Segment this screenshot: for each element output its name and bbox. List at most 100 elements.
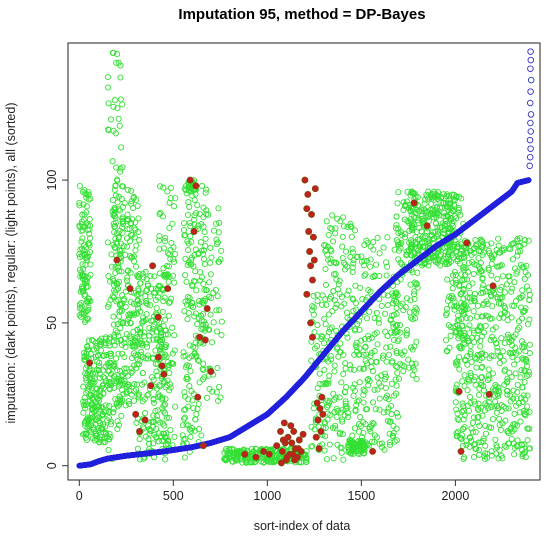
regular-point <box>434 259 441 267</box>
regular-point <box>152 360 159 367</box>
regular-point <box>352 282 359 289</box>
regular-point <box>182 364 189 371</box>
regular-point <box>444 348 451 355</box>
regular-point <box>461 372 468 379</box>
regular-point <box>321 315 328 322</box>
regular-point <box>514 252 521 259</box>
regular-point <box>154 372 161 379</box>
regular-point <box>221 449 228 456</box>
regular-point <box>328 247 335 255</box>
regular-point <box>145 391 152 398</box>
regular-point <box>95 402 102 409</box>
regular-point <box>407 297 414 304</box>
regular-point <box>421 244 429 251</box>
regular-point <box>84 299 91 306</box>
regular-point <box>489 326 496 333</box>
regular-point <box>455 354 463 361</box>
regular-point <box>479 412 486 419</box>
regular-point <box>136 357 143 365</box>
regular-point <box>461 301 468 308</box>
regular-point <box>157 329 165 336</box>
regular-point <box>514 389 521 396</box>
regular-point <box>109 158 116 165</box>
regular-point <box>484 450 491 457</box>
regular-point <box>179 432 186 439</box>
regular-point <box>112 130 119 137</box>
regular-point <box>329 212 336 219</box>
regular-point <box>478 379 485 387</box>
regular-point <box>153 433 160 440</box>
regular-point <box>96 370 103 377</box>
regular-point <box>78 238 85 245</box>
regular-point <box>496 360 503 367</box>
regular-point <box>99 404 106 411</box>
regular-point <box>507 426 514 433</box>
regular-point <box>395 229 402 236</box>
regular-point <box>347 253 354 261</box>
regular-point <box>412 360 419 367</box>
regular-point <box>394 413 401 420</box>
regular-point <box>509 256 516 263</box>
regular-point <box>476 451 483 458</box>
regular-point <box>186 342 193 349</box>
regular-point <box>349 249 356 256</box>
regular-point <box>164 271 171 278</box>
regular-point <box>395 189 402 196</box>
regular-point <box>85 240 92 247</box>
regular-point <box>190 216 197 223</box>
regular-point <box>442 213 449 220</box>
regular-point <box>510 387 517 394</box>
regular-point <box>477 343 484 350</box>
regular-point <box>138 348 145 356</box>
regular-point <box>360 399 367 406</box>
regular-point <box>160 322 167 330</box>
regular-point <box>168 239 175 246</box>
regular-point <box>124 274 131 281</box>
regular-point <box>116 267 123 275</box>
regular-point <box>453 381 460 388</box>
regular-point <box>145 355 152 362</box>
regular-point <box>171 279 178 286</box>
regular-point <box>126 225 133 233</box>
regular-point <box>455 205 462 212</box>
regular-point <box>361 388 368 395</box>
regular-point <box>447 258 454 265</box>
regular-point <box>512 331 519 338</box>
regular-point <box>383 358 390 365</box>
regular-point <box>508 288 515 295</box>
regular-point <box>111 204 118 211</box>
regular-point <box>478 237 485 244</box>
regular-point <box>314 322 321 329</box>
regular-point <box>398 231 405 238</box>
regular-point <box>371 315 378 322</box>
regular-point <box>498 284 505 291</box>
regular-point <box>316 370 323 377</box>
regular-point <box>110 321 117 328</box>
regular-point <box>124 268 131 275</box>
regular-point <box>212 220 220 227</box>
regular-point <box>127 310 134 317</box>
regular-point <box>384 408 391 415</box>
regular-point <box>79 223 86 231</box>
regular-point <box>86 230 93 237</box>
regular-point <box>114 403 121 410</box>
regular-point <box>180 226 188 234</box>
regular-point <box>122 402 129 409</box>
regular-point <box>469 419 476 426</box>
regular-point <box>511 451 518 458</box>
regular-point <box>247 458 254 465</box>
regular-point <box>342 405 349 412</box>
regular-point <box>448 252 455 259</box>
regular-point <box>488 272 495 279</box>
regular-point <box>517 418 524 425</box>
regular-point <box>409 316 416 323</box>
chart-title: Imputation 95, method = DP-Bayes <box>178 6 425 23</box>
regular-point <box>389 300 396 307</box>
regular-point <box>322 433 329 440</box>
regular-point <box>520 392 527 399</box>
regular-point <box>436 197 443 204</box>
regular-point <box>157 337 164 344</box>
regular-point <box>146 332 153 339</box>
regular-point <box>200 318 207 325</box>
regular-point <box>362 271 369 278</box>
